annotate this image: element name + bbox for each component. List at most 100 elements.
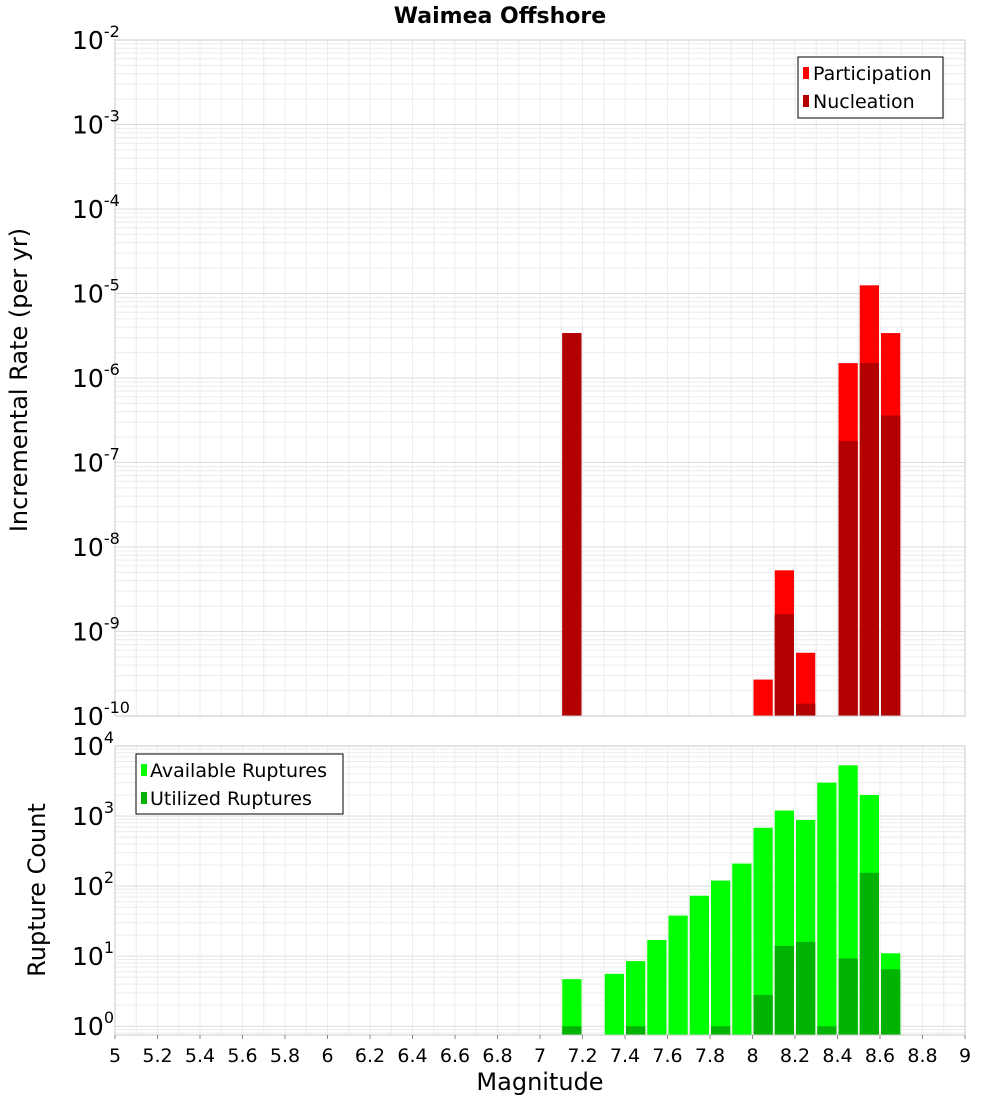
legend-label-nucleation: Nucleation bbox=[813, 91, 915, 113]
x-tick-label: 6 bbox=[321, 1045, 333, 1067]
count-plot-y-axis-title: Rupture Count bbox=[23, 803, 51, 977]
count-bar-series2 bbox=[711, 1026, 731, 1035]
rate-y-tick-label: 10-2 bbox=[72, 22, 120, 55]
count-y-tick-label: 103 bbox=[72, 798, 114, 831]
rate-y-tick-label: 10-8 bbox=[72, 529, 120, 562]
x-tick-label: 6.2 bbox=[355, 1045, 385, 1067]
rate-y-tick-exponent: -7 bbox=[104, 445, 120, 464]
rate-plot: 10-10 10-9 10-8 10-7 10-6 10-5 10-4 10-3 10-2 In… bbox=[5, 22, 966, 731]
legend-label-utilized: Utilized Ruptures bbox=[150, 788, 312, 810]
x-tick-label: 5.4 bbox=[185, 1045, 215, 1067]
x-tick-label: 7.6 bbox=[652, 1045, 682, 1067]
count-y-tick-label: 100 bbox=[72, 1008, 114, 1041]
count-bar-series1 bbox=[817, 782, 837, 1035]
count-plot-x-ticks: 5 5.2 5.4 5.6 5.8 6 6.2 6.4 6.6 6.8 7 7.2 7.4 7.6 7.8 8… bbox=[109, 1035, 971, 1067]
count-bar-series1 bbox=[562, 979, 582, 1035]
count-y-tick-label: 104 bbox=[72, 728, 114, 761]
x-tick-label: 7 bbox=[534, 1045, 546, 1067]
count-bar-series2 bbox=[796, 941, 816, 1035]
rate-y-tick-label: 10-6 bbox=[72, 360, 120, 393]
rate-y-tick-exponent: -8 bbox=[104, 529, 120, 548]
count-bar-series2 bbox=[838, 958, 858, 1035]
x-tick-label: 8.6 bbox=[865, 1045, 895, 1067]
count-plot-bars bbox=[562, 765, 901, 1035]
rate-bar-series1 bbox=[753, 679, 773, 716]
rate-y-tick-label: 10-4 bbox=[72, 191, 120, 224]
x-axis-title: Magnitude bbox=[476, 1068, 603, 1096]
count-bar-series1 bbox=[711, 880, 731, 1035]
count-bar-series2 bbox=[881, 969, 901, 1035]
x-tick-label: 6.6 bbox=[440, 1045, 470, 1067]
chart-title: Waimea Offshore bbox=[394, 4, 606, 29]
legend-label-participation: Participation bbox=[813, 63, 932, 85]
rate-plot-y-axis-title: Incremental Rate (per yr) bbox=[5, 228, 33, 532]
rate-plot-legend: Participation Nucleation bbox=[797, 56, 944, 119]
rate-bar-series1 bbox=[796, 652, 816, 716]
x-tick-label: 6.8 bbox=[482, 1045, 512, 1067]
count-y-tick-exponent: 0 bbox=[104, 1008, 114, 1027]
rate-y-tick-exponent: -10 bbox=[104, 698, 130, 717]
x-tick-label: 8.8 bbox=[907, 1045, 937, 1067]
rate-bar-series2 bbox=[562, 333, 582, 716]
legend-swatch-participation bbox=[803, 67, 809, 79]
rate-bar-series2 bbox=[838, 440, 858, 716]
x-tick-label: 5.6 bbox=[227, 1045, 257, 1067]
rate-bar-series2 bbox=[774, 614, 794, 716]
x-tick-label: 8.2 bbox=[780, 1045, 810, 1067]
x-tick-label: 8 bbox=[746, 1045, 758, 1067]
rate-bar-series2 bbox=[796, 703, 816, 716]
count-bar-series2 bbox=[774, 945, 794, 1035]
count-bar-series1 bbox=[732, 863, 752, 1035]
count-bar-series2 bbox=[859, 872, 879, 1035]
x-tick-label: 9 bbox=[959, 1045, 971, 1067]
count-bar-series1 bbox=[604, 973, 624, 1035]
x-tick-label: 7.4 bbox=[610, 1045, 640, 1067]
count-y-tick-label: 102 bbox=[72, 868, 114, 901]
count-y-tick-exponent: 1 bbox=[104, 938, 114, 957]
legend-swatch-available bbox=[141, 764, 147, 776]
rate-y-tick-label: 10-9 bbox=[72, 614, 120, 647]
count-bar-series1 bbox=[753, 827, 773, 1035]
rate-y-tick-exponent: -9 bbox=[104, 614, 120, 633]
count-plot-legend: Available Ruptures Utilized Ruptures bbox=[135, 753, 344, 815]
count-bar-series1 bbox=[689, 895, 709, 1035]
rate-y-tick-exponent: -5 bbox=[104, 276, 120, 295]
rate-y-tick-exponent: -2 bbox=[104, 22, 120, 41]
rate-y-tick-label: 10-10 bbox=[72, 698, 130, 731]
count-bar-series2 bbox=[817, 1026, 837, 1035]
legend-swatch-nucleation bbox=[803, 95, 809, 107]
count-y-tick-exponent: 2 bbox=[104, 868, 114, 887]
x-tick-label: 7.2 bbox=[567, 1045, 597, 1067]
x-tick-label: 8.4 bbox=[822, 1045, 852, 1067]
rate-plot-bars bbox=[562, 285, 901, 716]
rate-plot-y-ticks: 10-10 10-9 10-8 10-7 10-6 10-5 10-4 10-3 10-2 bbox=[72, 22, 130, 731]
count-y-tick-exponent: 4 bbox=[104, 728, 114, 747]
count-bar-series2 bbox=[753, 994, 773, 1035]
count-y-tick-exponent: 3 bbox=[104, 798, 114, 817]
rate-plot-border bbox=[114, 39, 966, 717]
legend-label-available: Available Ruptures bbox=[150, 760, 327, 782]
x-tick-label: 5.8 bbox=[270, 1045, 300, 1067]
x-tick-label: 6.4 bbox=[397, 1045, 427, 1067]
rate-bar-series2 bbox=[859, 363, 879, 716]
rate-bar-series2 bbox=[881, 415, 901, 716]
count-plot-legend-box bbox=[135, 753, 344, 815]
count-bar-series1 bbox=[626, 961, 646, 1035]
rate-y-tick-exponent: -3 bbox=[104, 107, 120, 126]
x-tick-label: 5 bbox=[109, 1045, 121, 1067]
count-bar-series1 bbox=[647, 940, 667, 1035]
x-tick-label: 5.2 bbox=[142, 1045, 172, 1067]
legend-swatch-utilized bbox=[141, 792, 147, 804]
x-tick-label: 7.8 bbox=[695, 1045, 725, 1067]
count-bar-series2 bbox=[626, 1026, 646, 1035]
rate-y-tick-label: 10-7 bbox=[72, 445, 120, 478]
count-bar-series2 bbox=[562, 1026, 582, 1035]
count-y-tick-label: 101 bbox=[72, 938, 114, 971]
rate-y-tick-exponent: -4 bbox=[104, 191, 120, 210]
rate-y-tick-exponent: -6 bbox=[104, 360, 120, 379]
rate-plot-legend-box bbox=[797, 56, 944, 119]
rate-y-tick-label: 10-5 bbox=[72, 276, 120, 309]
